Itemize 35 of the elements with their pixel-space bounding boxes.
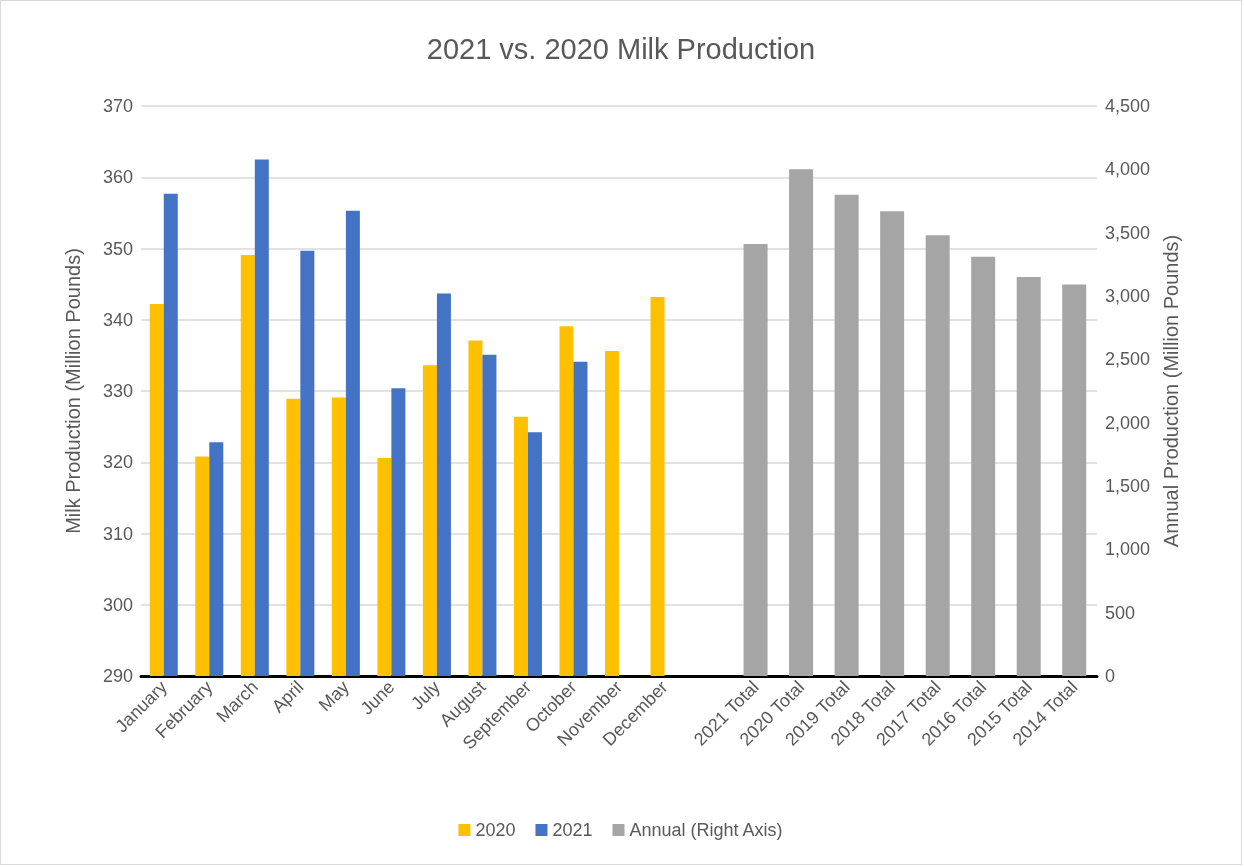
bar bbox=[1016, 277, 1041, 676]
y2-tick-label: 4,500 bbox=[1105, 96, 1151, 116]
bar bbox=[743, 244, 768, 676]
chart-title: 2021 vs. 2020 Milk Production bbox=[426, 32, 816, 65]
y-tick-label: 290 bbox=[102, 666, 133, 686]
legend-label: 2020 bbox=[475, 820, 516, 840]
y2-tick-label: 2,000 bbox=[1105, 412, 1151, 433]
y-tick-label: 340 bbox=[102, 309, 133, 330]
y-tick-label: 370 bbox=[102, 96, 133, 116]
legend-label: Annual (Right Axis) bbox=[629, 820, 783, 840]
y2-tick-label: 1,500 bbox=[1105, 476, 1151, 496]
y2-tick-label: 3,500 bbox=[1105, 222, 1151, 243]
y-tick-label: 300 bbox=[102, 594, 133, 615]
y2-axis-title: Annual Production (Million Pounds) bbox=[1159, 234, 1182, 548]
y-tick-label: 330 bbox=[102, 381, 133, 401]
y-axis-title: Milk Production (Million Pounds) bbox=[62, 248, 84, 534]
y-tick-label: 320 bbox=[102, 452, 133, 473]
bar bbox=[925, 235, 950, 676]
x-tick-label: July bbox=[407, 676, 444, 714]
bar bbox=[1062, 284, 1087, 676]
bar bbox=[971, 256, 996, 676]
y-tick-label: 350 bbox=[102, 238, 133, 259]
x-tick-label: May bbox=[314, 676, 353, 716]
y2-tick-label: 500 bbox=[1105, 602, 1136, 623]
y-tick-label: 360 bbox=[102, 167, 133, 188]
legend-label: 2021 bbox=[552, 820, 593, 840]
bar bbox=[834, 194, 859, 676]
bar bbox=[880, 211, 905, 676]
y2-tick-label: 0 bbox=[1105, 666, 1116, 686]
y2-tick-label: 1,000 bbox=[1105, 539, 1151, 560]
bar bbox=[789, 169, 814, 676]
y2-tick-label: 3,000 bbox=[1105, 286, 1151, 306]
y2-tick-label: 4,000 bbox=[1105, 159, 1151, 180]
y2-tick-label: 2,500 bbox=[1105, 349, 1151, 370]
y-tick-label: 310 bbox=[102, 523, 133, 544]
